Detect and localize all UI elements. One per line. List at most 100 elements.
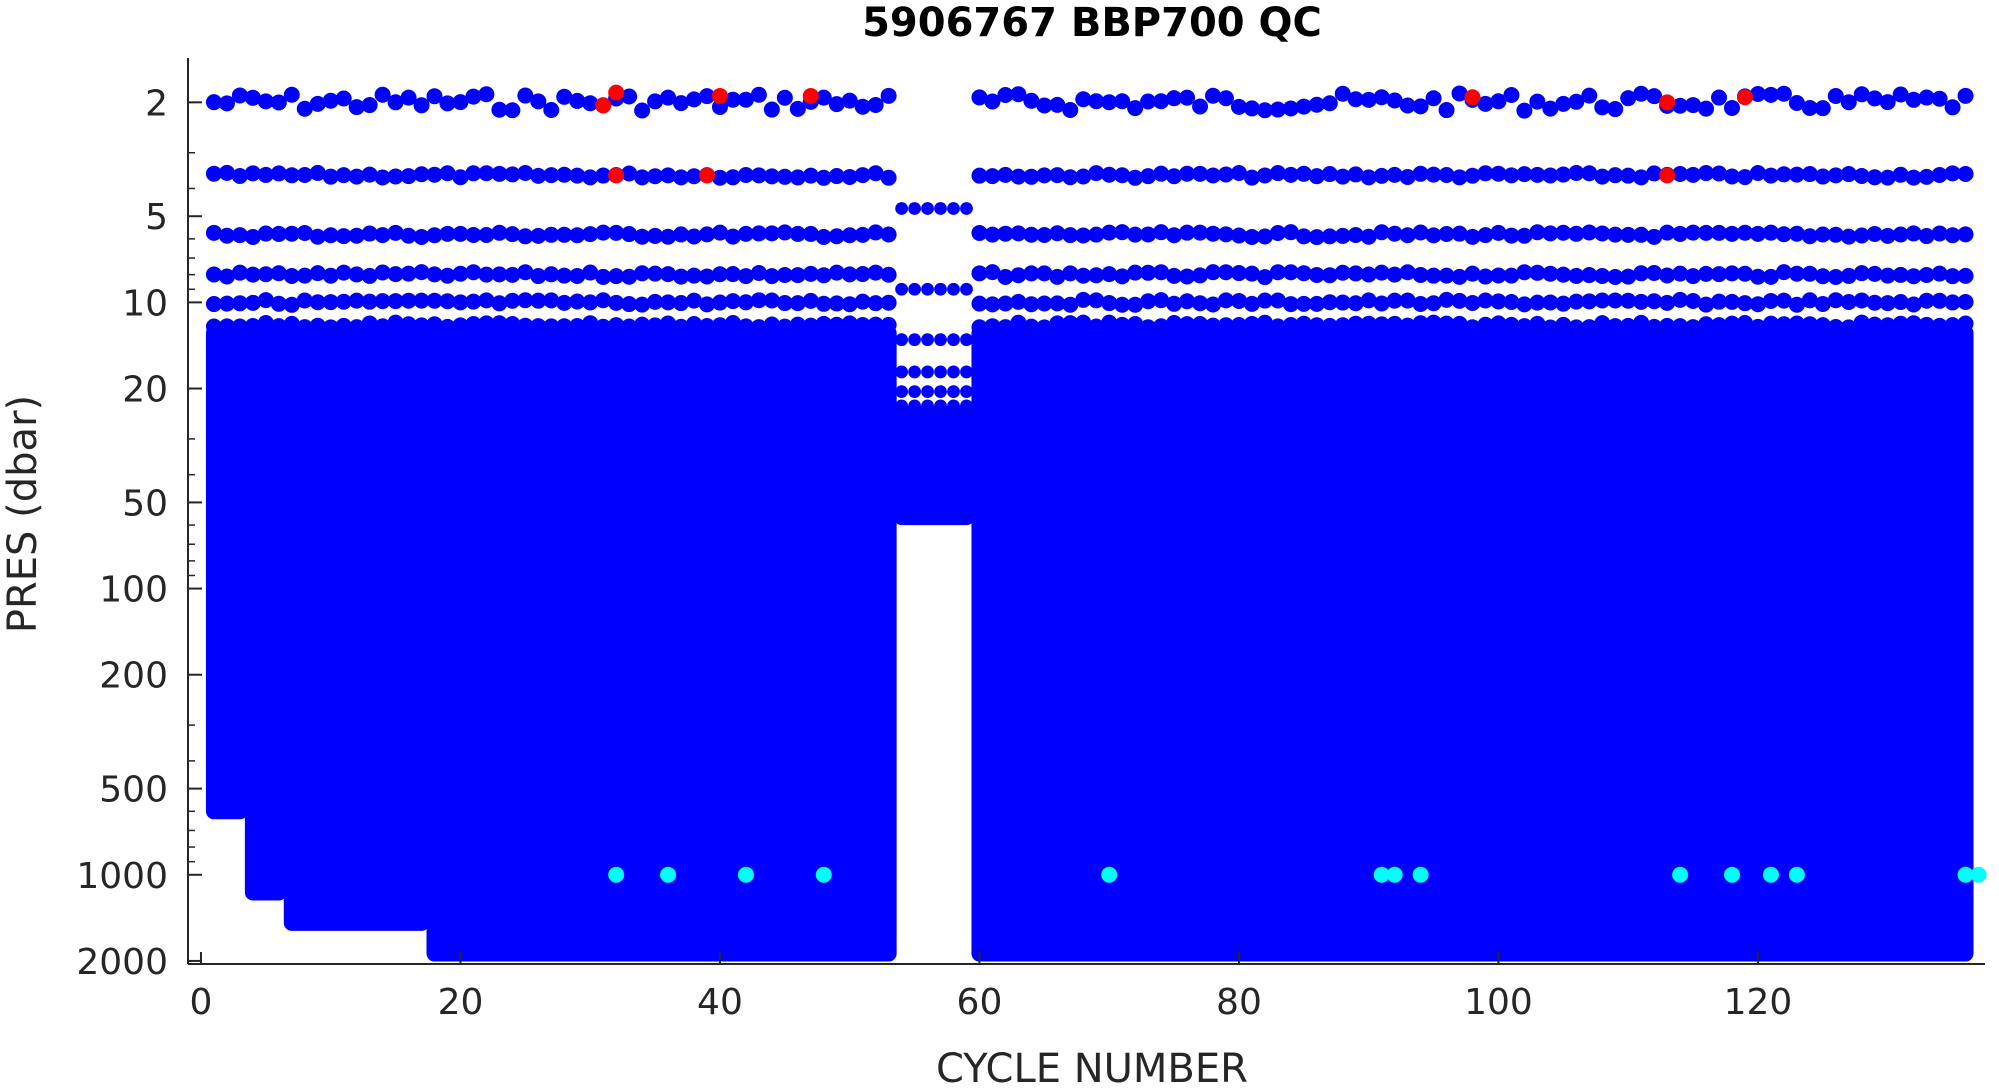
data-point [1905,268,1922,285]
data-point [1672,265,1689,282]
data-point [828,295,845,312]
data-point [1607,226,1624,243]
data-point [205,318,222,335]
data-band-0 [205,325,248,820]
data-point [452,94,469,111]
data-point [1282,296,1299,313]
data-point [908,365,921,379]
data-point [1866,90,1883,107]
data-point [1360,315,1377,332]
data-point [1049,167,1066,184]
data-point [1970,866,1987,883]
data-point [724,91,741,108]
data-point [426,292,443,309]
data-point [426,266,443,283]
data-point [1659,224,1676,241]
data-point [1075,227,1092,244]
data-point [1386,225,1403,242]
data-point [724,293,741,310]
data-point [1347,315,1364,332]
data-point [1256,269,1273,286]
data-point [984,93,1001,110]
data-point [439,95,456,112]
data-point [1412,315,1429,332]
data-point [815,169,832,186]
data-point [491,315,508,332]
y-tick-label: 50 [122,483,168,524]
data-point [1723,293,1740,310]
data-band-4 [893,405,975,526]
data-point [361,97,378,114]
data-point [1762,866,1779,883]
data-point [1153,264,1170,281]
data-point [934,202,947,215]
data-point [1166,315,1183,332]
data-point [673,295,690,312]
data-point [660,228,677,245]
data-point [1659,317,1676,334]
data-point [1049,315,1066,332]
data-point [1581,87,1598,104]
data-point [491,165,508,182]
data-point [1918,228,1935,245]
data-point [1957,87,1974,104]
data-point [789,100,806,117]
data-point [582,294,599,311]
data-point [530,292,547,309]
x-tick-label: 100 [1464,982,1533,1023]
data-point [686,91,703,108]
data-band-3 [426,325,897,962]
data-point [1049,268,1066,285]
data-point [1685,293,1702,310]
data-point [947,385,960,399]
data-point [634,265,651,282]
data-point [1879,94,1896,111]
data-point [997,268,1014,285]
data-point [854,266,871,283]
data-point [724,228,741,245]
data-point [1373,866,1390,883]
data-point [556,166,573,183]
data-point [608,866,625,883]
data-point [763,101,780,118]
data-point [1062,102,1079,119]
data-point [1698,224,1715,241]
data-point [1179,268,1196,285]
data-point [556,88,573,105]
data-point [997,319,1014,336]
data-point [439,293,456,310]
data-point [1049,295,1066,312]
x-tick-label: 80 [1216,982,1262,1023]
data-point [478,165,495,182]
data-point [895,385,909,399]
data-point [1555,95,1572,112]
data-point [1931,265,1948,282]
data-point [724,169,741,186]
data-point [1399,97,1416,114]
data-point [1762,167,1779,184]
data-point [1373,295,1390,312]
data-point [1464,228,1481,245]
data-point [1672,225,1689,242]
data-point [880,87,897,104]
data-point [270,295,287,312]
data-point [1282,317,1299,334]
data-point [491,295,508,312]
data-point [413,228,430,245]
data-point [1736,89,1753,106]
data-point [1749,225,1766,242]
data-point [1243,295,1260,312]
data-point [478,315,495,332]
data-point [1529,224,1546,241]
data-point [426,166,443,183]
data-point [504,292,521,309]
data-point [1464,167,1481,184]
data-point [1256,292,1273,309]
data-point [1711,266,1728,283]
data-point [1853,168,1870,185]
data-point [1179,165,1196,182]
data-point [867,165,884,182]
data-point [1295,98,1312,115]
data-point [1516,264,1533,281]
data-point [465,165,482,182]
